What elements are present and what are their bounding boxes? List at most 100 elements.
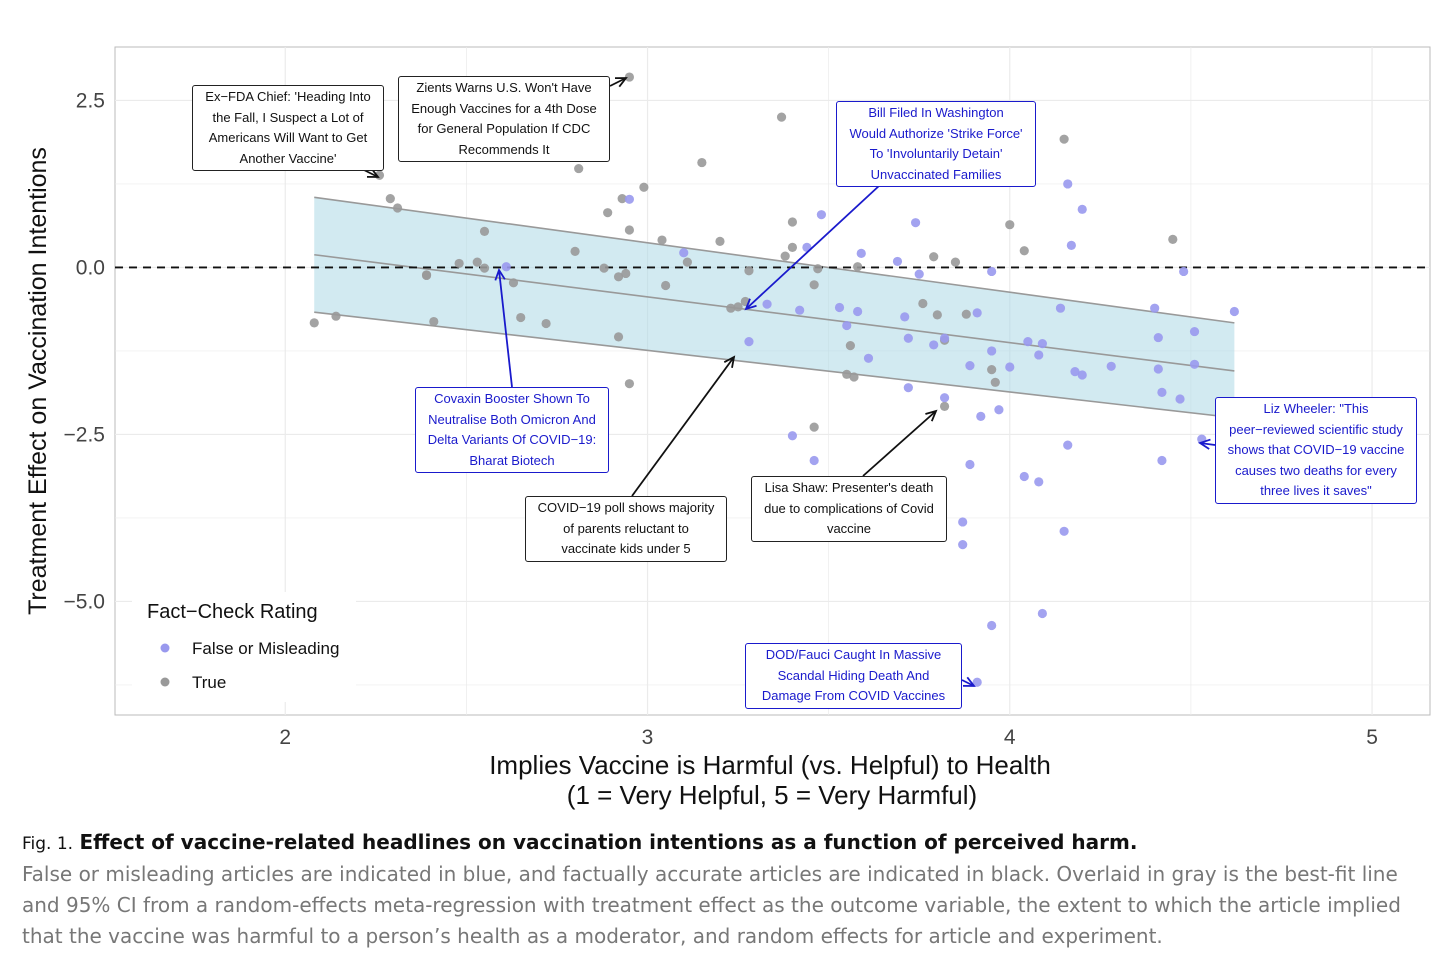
point-false-or-misleading: [1077, 204, 1087, 214]
annotation-line: Zients Warns U.S. Won't Have: [416, 80, 592, 95]
point-false-or-misleading: [816, 210, 827, 220]
annotation-bill-filed: Bill Filed In Washington Would Authorize …: [836, 101, 1036, 187]
point-false-or-misleading: [1179, 266, 1189, 277]
point-true: [697, 157, 707, 168]
point-false-or-misleading: [842, 320, 852, 331]
annotation-line: the Fall, I Suspect a Lot of: [212, 109, 364, 125]
annotation-line: due to complications of Covid: [764, 500, 934, 516]
point-false-or-misleading: [1034, 477, 1044, 487]
point-false-or-misleading: [809, 455, 819, 466]
axis-ticks: 2 3 4 5 2.5 0.0 −2.5 −5.0: [64, 89, 1378, 749]
point-true: [599, 263, 609, 273]
point-true: [429, 316, 439, 327]
arrow-zients: [609, 77, 627, 87]
legend-swatch-false: [160, 643, 170, 653]
point-true: [472, 257, 482, 267]
annotation-line: Liz Wheeler: "This: [1263, 401, 1369, 416]
legend: Fact−Check Rating False or Misleading Tr…: [132, 592, 356, 702]
point-true: [845, 340, 855, 351]
point-true: [787, 242, 798, 252]
point-true: [613, 332, 624, 342]
point-true: [1168, 234, 1178, 244]
point-true: [621, 268, 631, 279]
point-false-or-misleading: [987, 266, 997, 277]
x-tick-label: 3: [642, 726, 654, 749]
point-true: [541, 318, 551, 329]
point-true: [385, 194, 395, 204]
annotation-line: three lives it saves": [1260, 483, 1372, 498]
point-false-or-misleading: [1189, 326, 1200, 337]
point-true: [603, 208, 613, 218]
x-tick-label: 4: [1004, 726, 1016, 749]
point-true: [950, 257, 961, 267]
annotation-line: shows that COVID−19 vaccine: [1227, 442, 1405, 457]
point-true: [1005, 220, 1015, 230]
annotation-line: Lisa Shaw: Presenter's death: [764, 480, 934, 495]
arrow-zients-head: [614, 77, 628, 88]
point-false-or-misleading: [1034, 350, 1044, 360]
annotation-line: Recommends It: [458, 141, 550, 157]
point-true: [574, 163, 584, 174]
annotation-line: COVID−19 poll shows majority: [537, 500, 715, 515]
point-false-or-misleading: [900, 312, 910, 322]
annotation-line: of parents reluctant to: [563, 520, 689, 536]
point-false-or-misleading: [1106, 361, 1116, 371]
point-true: [639, 182, 649, 192]
annotation-zients: Zients Warns U.S. Won't Have Enough Vacci…: [398, 76, 610, 162]
point-false-or-misleading: [939, 333, 950, 343]
annotation-line: Would Authorize 'Strike Force': [849, 125, 1023, 141]
point-true: [570, 246, 580, 257]
annotation-line: Delta Variants Of COVID−19:: [427, 432, 597, 447]
annotation-line: Bill Filed In Washington: [868, 105, 1004, 120]
point-false-or-misleading: [834, 302, 845, 313]
arrow-covaxin: [498, 269, 513, 388]
point-true: [617, 194, 627, 204]
point-false-or-misleading: [972, 677, 982, 687]
point-false-or-misleading: [1037, 338, 1047, 349]
point-true: [624, 379, 635, 389]
annotation-line: vaccine: [826, 521, 872, 536]
ci-band: [314, 197, 1235, 418]
point-true: [613, 272, 624, 282]
ci-lower-line: [314, 311, 1235, 419]
arrow-covid-poll: [631, 356, 735, 497]
point-true: [392, 203, 403, 213]
point-false-or-misleading: [939, 393, 950, 403]
caption-body: False or misleading articles are indicat…: [22, 862, 1401, 948]
annotation-line: Damage From COVID Vaccines: [761, 688, 946, 703]
point-false-or-misleading: [853, 306, 863, 317]
point-false-or-misleading: [1005, 362, 1015, 372]
point-false-or-misleading: [903, 333, 913, 343]
point-true: [987, 365, 997, 375]
point-true: [932, 310, 942, 320]
point-false-or-misleading: [892, 256, 903, 267]
point-false-or-misleading: [903, 383, 913, 393]
point-false-or-misleading: [1077, 370, 1087, 380]
annotation-line: Ex−FDA Chief: 'Heading Into: [205, 89, 371, 104]
annotation-line: for General Population If CDC: [417, 121, 591, 136]
annotation-line: Enough Vaccines for a 4th Dose: [411, 100, 597, 116]
point-true: [421, 270, 432, 281]
point-true: [842, 369, 852, 379]
point-false-or-misleading: [958, 517, 968, 527]
point-false-or-misleading: [1070, 367, 1080, 377]
point-false-or-misleading: [987, 620, 997, 631]
point-true: [682, 257, 692, 267]
point-true: [809, 280, 819, 290]
point-true: [1019, 246, 1029, 256]
annotation-line: Covaxin Booster Shown To: [434, 391, 590, 406]
point-false-or-misleading: [501, 262, 511, 272]
point-true: [787, 217, 798, 227]
point-true: [813, 264, 823, 274]
point-false-or-misleading: [787, 431, 798, 441]
annotation-line: Scandal Hiding Death And: [777, 667, 930, 683]
point-false-or-misleading: [1153, 364, 1163, 374]
arrow-lisa-shaw-head: [925, 409, 938, 422]
point-true: [624, 225, 635, 235]
point-false-or-misleading: [910, 218, 921, 228]
point-true: [809, 422, 819, 432]
point-true: [516, 312, 526, 323]
point-false-or-misleading: [1150, 303, 1160, 313]
point-false-or-misleading: [1059, 526, 1069, 536]
annotation-line: To 'Involuntarily Detain': [869, 146, 1003, 161]
